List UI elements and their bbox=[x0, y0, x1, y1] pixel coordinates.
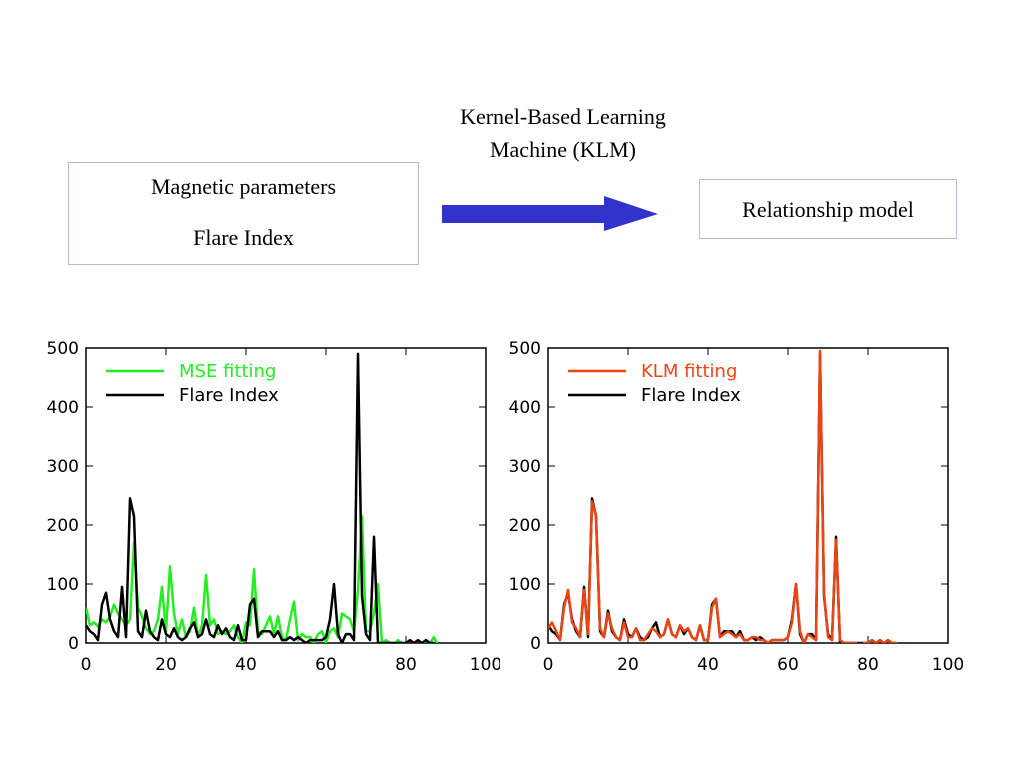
y-tick-label: 200 bbox=[47, 516, 79, 536]
x-tick-label: 0 bbox=[543, 655, 554, 675]
x-tick-label: 40 bbox=[235, 655, 257, 675]
x-tick-label: 20 bbox=[617, 655, 639, 675]
input-box: Magnetic parameters Flare Index bbox=[68, 162, 419, 265]
x-tick-label: 60 bbox=[315, 655, 337, 675]
output-box: Relationship model bbox=[699, 179, 957, 239]
legend-label-flare-index: Flare Index bbox=[179, 385, 279, 406]
klm-fitting-line bbox=[548, 349, 899, 643]
legend-label-klm-fitting: KLM fitting bbox=[641, 361, 737, 382]
mse-chart: 0 20 40 60 80 100 0 100 200 300 400 500 MSE fitting F… bbox=[47, 339, 500, 675]
y-tick-label: 400 bbox=[509, 398, 541, 418]
arrow-label: Kernel-Based Learning Machine (KLM) bbox=[400, 100, 726, 166]
x-tick-label: 80 bbox=[857, 655, 879, 675]
plot-frame bbox=[85, 347, 487, 644]
x-tick-label: 0 bbox=[81, 655, 92, 675]
y-tick-label: 100 bbox=[47, 575, 79, 595]
y-tick-label: 400 bbox=[47, 398, 79, 418]
arrow-label-line2: Machine (KLM) bbox=[489, 137, 636, 162]
y-tick-label: 200 bbox=[509, 516, 541, 536]
y-tick-label: 100 bbox=[509, 575, 541, 595]
flow-arrow-icon bbox=[442, 196, 658, 231]
x-tick-label: 40 bbox=[697, 655, 719, 675]
plot-frame bbox=[547, 347, 949, 644]
y-tick-label: 500 bbox=[509, 339, 541, 359]
arrow-label-line1: Kernel-Based Learning bbox=[460, 104, 666, 129]
x-tick-label: 100 bbox=[932, 655, 964, 675]
klm-chart: 0 20 40 60 80 100 0 100 200 300 400 500 KLM fitting F… bbox=[509, 339, 965, 675]
x-tick-label: 80 bbox=[395, 655, 417, 675]
flare-index-line bbox=[86, 352, 437, 643]
y-tick-label: 0 bbox=[530, 634, 541, 654]
legend-label-mse-fitting: MSE fitting bbox=[179, 361, 276, 382]
input-label-flare: Flare Index bbox=[193, 225, 294, 250]
y-tick-label: 500 bbox=[47, 339, 79, 359]
output-label: Relationship model bbox=[742, 197, 914, 222]
x-tick-label: 20 bbox=[155, 655, 177, 675]
y-tick-label: 0 bbox=[68, 634, 79, 654]
input-label-magnetic: Magnetic parameters bbox=[150, 174, 337, 199]
x-tick-label: 100 bbox=[470, 655, 500, 675]
x-tick-label: 60 bbox=[777, 655, 799, 675]
y-tick-label: 300 bbox=[47, 457, 79, 477]
y-tick-label: 300 bbox=[509, 457, 541, 477]
legend-label-flare-index: Flare Index bbox=[641, 385, 741, 406]
